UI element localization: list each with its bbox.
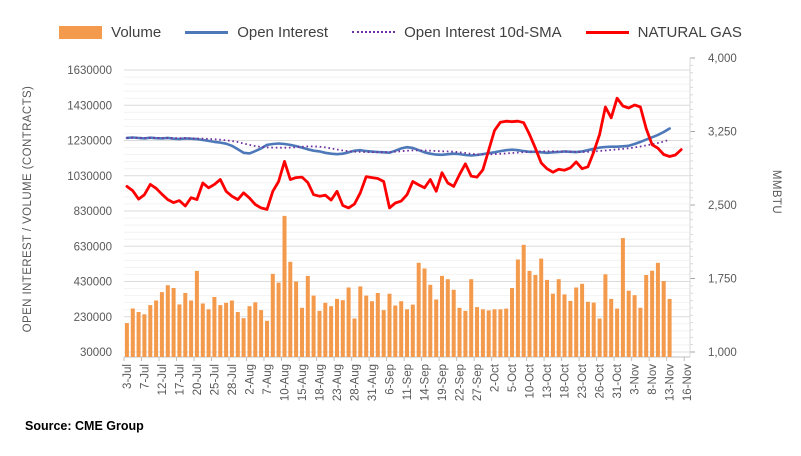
legend-item-open-interest-sma: Open Interest 10d-SMA bbox=[352, 24, 562, 41]
svg-text:7-Jul: 7-Jul bbox=[139, 364, 151, 389]
natural-gas-line-swatch-icon bbox=[585, 30, 629, 34]
svg-text:3,250: 3,250 bbox=[708, 127, 737, 139]
svg-text:19-Sep: 19-Sep bbox=[437, 364, 449, 401]
svg-text:4,000: 4,000 bbox=[708, 53, 737, 65]
svg-text:1430000: 1430000 bbox=[67, 100, 112, 112]
open-interest-sma-line bbox=[126, 136, 670, 156]
svg-text:430000: 430000 bbox=[74, 277, 112, 289]
svg-text:10-Oct: 10-Oct bbox=[525, 363, 537, 398]
svg-text:25-Jul: 25-Jul bbox=[209, 364, 221, 395]
chart-legend: Volume Open Interest Open Interest 10d-S… bbox=[0, 20, 801, 44]
svg-text:11-Sep: 11-Sep bbox=[402, 364, 414, 400]
svg-text:630000: 630000 bbox=[74, 241, 112, 253]
svg-text:27-Sep: 27-Sep bbox=[472, 364, 484, 401]
svg-text:28-Jul: 28-Jul bbox=[227, 364, 239, 395]
svg-text:31-Aug: 31-Aug bbox=[367, 364, 379, 401]
svg-text:23-Oct: 23-Oct bbox=[577, 363, 589, 398]
svg-text:26-Oct: 26-Oct bbox=[595, 363, 607, 398]
legend-label-natural-gas: NATURAL GAS bbox=[637, 23, 742, 41]
svg-text:3-Nov: 3-Nov bbox=[630, 364, 642, 395]
legend-label-open-interest-sma: Open Interest 10d-SMA bbox=[404, 23, 562, 41]
svg-text:3-Jul: 3-Jul bbox=[122, 364, 134, 389]
svg-text:23-Aug: 23-Aug bbox=[332, 364, 344, 401]
open-interest-line-swatch-icon bbox=[185, 30, 229, 34]
volume-bars bbox=[124, 215, 672, 357]
legend-label-volume: Volume bbox=[111, 23, 162, 41]
svg-text:1630000: 1630000 bbox=[67, 65, 112, 77]
svg-text:1,750: 1,750 bbox=[708, 274, 737, 286]
svg-text:1030000: 1030000 bbox=[67, 171, 112, 183]
svg-text:10-Aug: 10-Aug bbox=[280, 364, 292, 401]
legend-item-volume: Volume bbox=[59, 24, 161, 41]
svg-text:830000: 830000 bbox=[74, 206, 112, 218]
sma-dotted-swatch-icon bbox=[352, 31, 396, 33]
svg-text:15-Aug: 15-Aug bbox=[297, 364, 309, 401]
svg-text:12-Jul: 12-Jul bbox=[157, 364, 169, 395]
svg-text:5-Oct: 5-Oct bbox=[507, 363, 519, 392]
svg-text:13-Nov: 13-Nov bbox=[665, 364, 677, 401]
svg-text:230000: 230000 bbox=[74, 312, 112, 324]
volume-bar-swatch-icon bbox=[59, 25, 103, 39]
svg-text:2,500: 2,500 bbox=[708, 200, 737, 212]
svg-text:1230000: 1230000 bbox=[67, 136, 112, 148]
svg-text:28-Aug: 28-Aug bbox=[350, 364, 362, 401]
source-note: Source: CME Group bbox=[25, 419, 144, 433]
svg-text:2-Aug: 2-Aug bbox=[245, 364, 257, 395]
svg-text:30000: 30000 bbox=[80, 347, 112, 359]
svg-text:14-Sep: 14-Sep bbox=[420, 364, 432, 401]
svg-text:13-Oct: 13-Oct bbox=[542, 363, 554, 398]
natural-gas-line bbox=[125, 96, 683, 211]
svg-text:18-Aug: 18-Aug bbox=[315, 364, 327, 401]
legend-item-natural-gas: NATURAL GAS bbox=[585, 23, 742, 41]
svg-text:8-Nov: 8-Nov bbox=[647, 364, 659, 395]
svg-text:20-Jul: 20-Jul bbox=[192, 364, 204, 395]
svg-text:7-Aug: 7-Aug bbox=[262, 364, 274, 395]
svg-text:17-Jul: 17-Jul bbox=[174, 364, 186, 395]
legend-label-open-interest: Open Interest bbox=[237, 23, 329, 41]
svg-text:31-Oct: 31-Oct bbox=[612, 363, 624, 398]
svg-text:22-Sep: 22-Sep bbox=[455, 364, 467, 401]
svg-text:2-Oct: 2-Oct bbox=[490, 363, 502, 392]
legend-item-open-interest: Open Interest bbox=[185, 24, 328, 41]
svg-text:6-Sep: 6-Sep bbox=[385, 364, 397, 395]
svg-text:16-Nov: 16-Nov bbox=[682, 364, 694, 401]
svg-text:1,000: 1,000 bbox=[708, 347, 737, 359]
svg-text:18-Oct: 18-Oct bbox=[560, 363, 572, 398]
